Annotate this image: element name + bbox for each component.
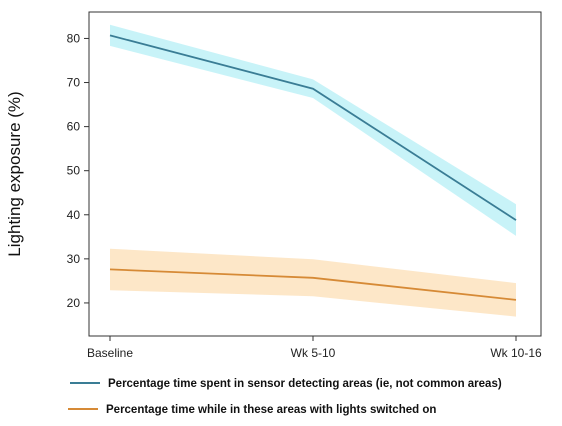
y-tick-label: 40 [67, 208, 81, 222]
legend-label-2: Percentage time while in these areas wit… [106, 404, 436, 416]
series-lines [109, 34, 517, 301]
plot-frame [88, 11, 542, 337]
y-tick-label: 60 [67, 120, 81, 134]
series-2-band [110, 248, 516, 317]
legend: Percentage time spent in sensor detectin… [68, 378, 502, 416]
x-tick-label: Wk 5-10 [291, 346, 336, 360]
x-tick-label: Wk 10-16 [490, 346, 542, 360]
y-tick-label: 50 [67, 164, 81, 178]
y-tick-label: 70 [67, 76, 81, 90]
y-tick-label: 30 [67, 252, 81, 266]
y-tick-label: 80 [67, 31, 81, 45]
x-tick-label: Baseline [87, 346, 133, 360]
y-axis: 20 30 40 50 60 70 80 [67, 31, 89, 310]
y-tick-label: 20 [67, 296, 81, 310]
x-axis: Baseline Wk 5-10 Wk 10-16 [87, 336, 542, 360]
legend-label-1: Percentage time spent in sensor detectin… [108, 378, 502, 390]
y-axis-label: Lighting exposure (%) [5, 91, 24, 256]
